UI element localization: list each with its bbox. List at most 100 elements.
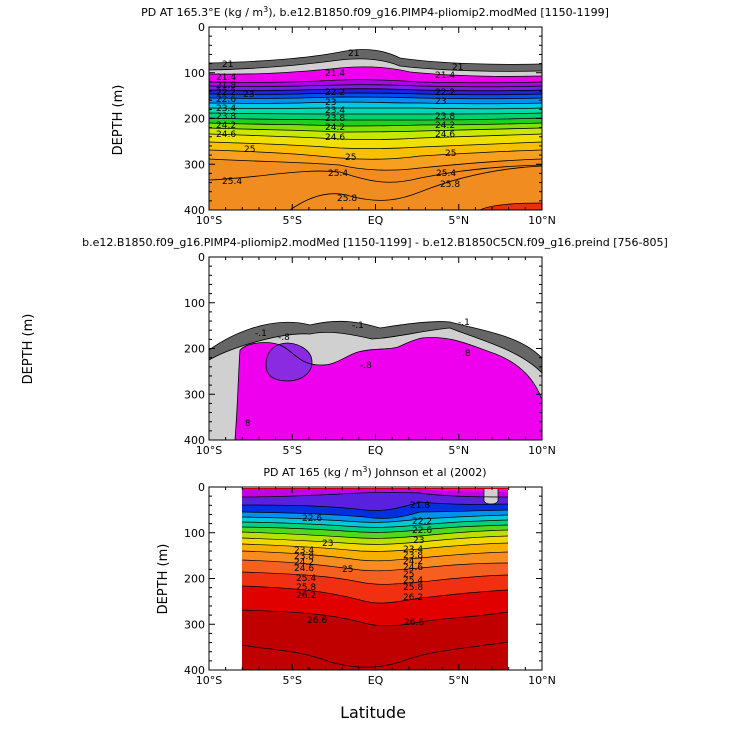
p1-label-c242: 24.2	[325, 123, 345, 133]
p1-label-254c: 25.4	[436, 169, 456, 179]
p1-label-r23: 23	[435, 97, 446, 107]
p1-label-21b: 21	[348, 49, 359, 59]
p1-label-242: 24.2	[216, 121, 236, 131]
svg-text:Latitude: Latitude	[340, 703, 406, 722]
p1-label-226: 22.6	[216, 95, 236, 105]
x-tick-label: 5°N	[448, 214, 469, 227]
y-tick-label: 100	[184, 527, 205, 540]
p3-label-238b: 23.8	[403, 551, 423, 561]
p3-label-222: 22.2	[412, 517, 432, 527]
p1-label-r222: 22.2	[435, 88, 455, 98]
p3-label-23a: 23	[322, 539, 333, 549]
p1-label-222: 22.2	[216, 88, 236, 98]
p1-label-c246: 24.6	[325, 133, 345, 143]
p1-label-r214: 21.4	[435, 71, 455, 81]
p1-label-258b: 25.8	[440, 180, 460, 190]
svg-text:PD AT 165 (kg / m3) Johnson et: PD AT 165 (kg / m3) Johnson et al (2002)	[263, 465, 486, 479]
y-tick-label: 0	[198, 481, 205, 494]
p3-label-226b: 22.6	[412, 526, 432, 536]
panel-2-axes: 10°S 5°S EQ 5°N 10°N 0 100 200 300 400	[184, 251, 556, 457]
p2-label-m01c: -.1	[458, 318, 470, 328]
p1-label-254a: 25.4	[222, 177, 242, 187]
p3-label-226a: 22.6	[302, 514, 322, 524]
y-tick-label: 300	[184, 388, 205, 401]
y-tick-label: 200	[184, 573, 205, 586]
p3-label-266b: 26.6	[404, 618, 424, 628]
panel-1-contour-labels: 21 21 21 21.4 21.8 22.2 22.6 23 23.4 23.…	[216, 49, 463, 204]
y-tick-label: 100	[184, 67, 205, 80]
p1-label-214: 21.4	[216, 73, 236, 83]
p3-label-262b: 26.2	[403, 593, 423, 603]
panel-3-contour-fill	[209, 487, 542, 670]
p2-label-m08a: -.8	[278, 333, 290, 343]
y-tick-label: 200	[184, 343, 205, 356]
p3-label-258b: 25.8	[403, 583, 423, 593]
p3-label-242a: 24.2	[294, 558, 314, 568]
x-tick-label: EQ	[368, 674, 384, 687]
x-tick-label: 10°S	[196, 214, 222, 227]
panel-3-axes: 10°S 5°S EQ 5°N 10°N 0 100 200 300 400	[184, 481, 556, 687]
svg-text:PD AT 165.3°E (kg / m3), b.e12: PD AT 165.3°E (kg / m3), b.e12.B1850.f09…	[141, 5, 609, 19]
p1-label-r242: 24.2	[435, 121, 455, 131]
p1-label-258a: 25.8	[337, 194, 357, 204]
p1-label-25b: 25	[345, 153, 356, 163]
y-tick-label: 0	[198, 21, 205, 34]
p1-label-r246: 24.6	[435, 130, 455, 140]
panel-1-title: PD AT 165.3°E (kg / m3), b.e12.B1850.f09…	[141, 5, 609, 19]
p1-label-c23: 23	[325, 98, 336, 108]
p3-label-234a: 23.4	[294, 546, 314, 556]
x-tick-label: EQ	[368, 214, 384, 227]
p1-label-25a: 25	[244, 145, 255, 155]
x-tick-label: 5°S	[283, 444, 302, 457]
panel-1-axes: 10°S 5°S EQ 5°N 10°N 0 100 200 300 400	[184, 21, 556, 227]
p3-label-242b: 24.2	[403, 557, 423, 567]
panel-2-contour-labels: -.1 -.1 -.1 -.8 -.8 .8 .8	[242, 318, 471, 429]
y-tick-label: 400	[184, 204, 205, 217]
p1-label-c238: 23.8	[325, 114, 345, 124]
y-tick-label: 200	[184, 113, 205, 126]
p2-label-m01b: -.1	[352, 321, 364, 331]
svg-text:DEPTH (m): DEPTH (m)	[156, 544, 171, 615]
p2-label-m08b: -.8	[360, 361, 372, 371]
p3-label-218: 21.8	[410, 501, 430, 511]
y-tick-label: 100	[184, 297, 205, 310]
x-tick-label: 5°N	[448, 444, 469, 457]
p3-label-254b: 25.4	[403, 576, 423, 586]
p3-label-25b: 25	[403, 570, 414, 580]
x-tick-label: 10°N	[528, 444, 556, 457]
p1-label-c214: 21.4	[325, 69, 345, 79]
panel-1-contour-fill	[209, 27, 542, 210]
p3-label-246a: 24.6	[294, 564, 314, 574]
p3-label-262a: 26.2	[296, 591, 316, 601]
y-axis-title-1: DEPTH (m)	[111, 85, 126, 156]
p1-label-23a: 23	[243, 90, 254, 100]
panel-2-contour-lines	[209, 320, 542, 440]
svg-text:b.e12.B1850.f09_g16.PIMP4-plio: b.e12.B1850.f09_g16.PIMP4-pliomip2.modMe…	[82, 236, 668, 249]
p1-label-21a: 21	[222, 60, 233, 70]
p3-label-234b: 23.4	[403, 545, 423, 555]
x-tick-label: EQ	[368, 444, 384, 457]
panel-3-title: PD AT 165 (kg / m3) Johnson et al (2002)	[263, 465, 486, 479]
p3-label-25a: 25	[342, 565, 353, 575]
p1-label-c234: 23.4	[325, 106, 345, 116]
panel-2-contour-fill	[209, 257, 542, 440]
p1-label-25c: 25	[445, 149, 456, 159]
y-axis-title-2: DEPTH (m)	[21, 314, 36, 385]
panel-2-title: b.e12.B1850.f09_g16.PIMP4-pliomip2.modMe…	[82, 236, 668, 249]
p1-label-r238: 23.8	[435, 112, 455, 122]
x-tick-label: 5°N	[448, 674, 469, 687]
p2-label-p08: .8	[462, 349, 471, 359]
svg-text:DEPTH (m): DEPTH (m)	[21, 314, 36, 385]
y-tick-label: 300	[184, 158, 205, 171]
y-tick-label: 400	[184, 664, 205, 677]
p1-label-21c: 21	[452, 63, 463, 73]
p3-label-254a: 25.4	[296, 574, 316, 584]
p3-label-258a: 25.8	[296, 583, 316, 593]
panel-3-contour-lines	[241, 489, 509, 668]
p1-label-254b: 25.4	[328, 169, 348, 179]
p3-label-246b: 24.6	[403, 563, 423, 573]
svg-text:DEPTH (m): DEPTH (m)	[111, 85, 126, 156]
x-tick-label: 10°S	[196, 674, 222, 687]
panel-3-contour-labels: 21.8 22.2 22.6 22.6 23 23 23.4 23.4 23.8…	[294, 501, 432, 628]
